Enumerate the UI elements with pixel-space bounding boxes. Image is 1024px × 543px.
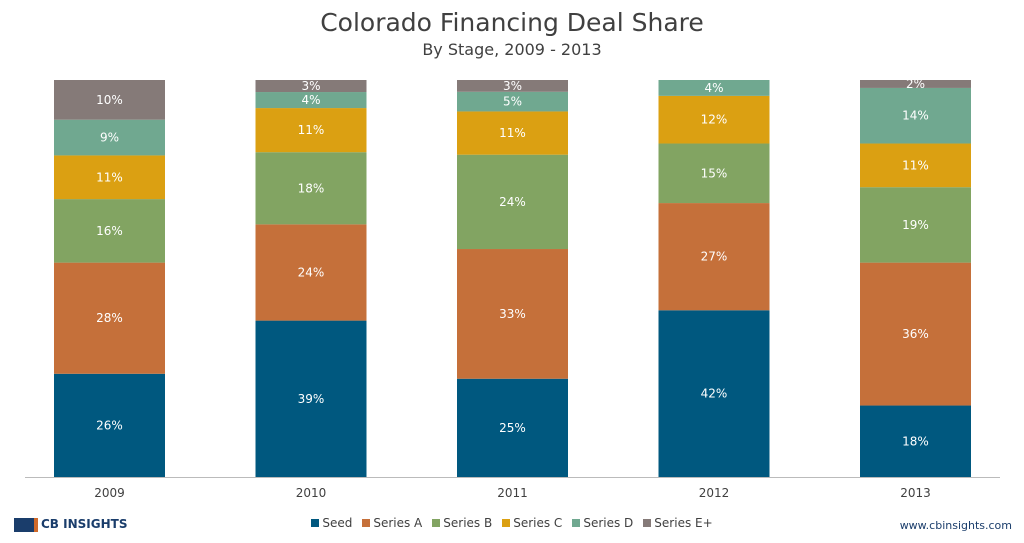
bar-segment-2010-seed: [255, 320, 367, 477]
bar-segment-2013-series-d: [860, 87, 971, 144]
bar-segment-2009-series-c: [54, 155, 165, 200]
legend-label: Series E+: [654, 516, 713, 530]
bar-segment-2013-seed: [860, 405, 971, 477]
bar-segment-2012-series-d: [658, 80, 770, 96]
data-label: 27%: [701, 250, 728, 264]
x-tick-label: 2013: [900, 486, 931, 500]
legend-item: Series D: [572, 516, 633, 530]
data-label: 9%: [100, 131, 119, 145]
legend-swatch: [572, 519, 581, 527]
legend: Seed Series A Series B Series C Series D Seri…: [0, 516, 1024, 530]
data-label: 11%: [298, 123, 325, 137]
data-label: 28%: [96, 311, 123, 325]
bar-segment-2013-series-c: [860, 143, 971, 188]
data-label: 25%: [499, 421, 526, 435]
x-tick-label: 2011: [497, 486, 528, 500]
x-tick-label: 2009: [94, 486, 125, 500]
bar-segment-2011-series-b: [457, 154, 568, 250]
data-label: 24%: [499, 195, 526, 209]
bar-segment-2011-seed: [457, 378, 568, 477]
bar-segment-2010-series-d: [255, 92, 367, 109]
data-label: 36%: [902, 327, 929, 341]
data-label: 11%: [96, 170, 123, 184]
legend-swatch: [502, 519, 511, 527]
data-label: 16%: [96, 224, 123, 238]
bar-segment-2009-series-a: [54, 262, 165, 374]
data-label: 4%: [704, 81, 723, 95]
data-label: 12%: [701, 113, 728, 127]
legend-label: Series B: [443, 516, 493, 530]
bar-segment-2012-series-c: [658, 95, 770, 144]
legend-item: Series A: [362, 516, 422, 530]
legend-label: Series C: [513, 516, 563, 530]
bar-segment-2011-series-e-: [457, 80, 568, 92]
bar-segment-2009-series-e-: [54, 80, 165, 120]
data-label: 33%: [499, 307, 526, 321]
legend-label: Seed: [322, 516, 353, 530]
data-label: 5%: [503, 95, 522, 109]
bar-segment-2010-series-e-: [255, 80, 367, 93]
bar-segment-2010-series-c: [255, 108, 367, 153]
bar-segment-2009-series-b: [54, 199, 165, 263]
bar-segment-2010-series-b: [255, 152, 367, 225]
data-label: 2%: [906, 77, 925, 91]
bar-segment-2012-series-a: [658, 203, 770, 311]
data-label: 18%: [902, 434, 929, 448]
logo-icon: [14, 517, 38, 532]
legend-item: Series E+: [643, 516, 713, 530]
bar-segment-2011-series-d: [457, 91, 568, 112]
bar-segment-2013-series-e-: [860, 80, 971, 88]
bar-segment-2013-series-a: [860, 262, 971, 406]
legend-item: Series C: [502, 516, 562, 530]
bar-segment-2010-series-a: [255, 224, 367, 321]
data-label: 3%: [301, 79, 320, 93]
data-label: 24%: [298, 265, 325, 279]
legend-label: Series D: [583, 516, 634, 530]
legend-swatch: [643, 519, 652, 527]
website-url: www.cbinsights.com: [899, 519, 1012, 532]
data-label: 42%: [701, 387, 728, 401]
data-label: 3%: [503, 79, 522, 93]
data-label: 4%: [301, 93, 320, 107]
bar-segment-2012-series-b: [658, 143, 770, 204]
data-label: 11%: [902, 158, 929, 172]
legend-swatch: [311, 519, 320, 527]
data-label: 11%: [499, 126, 526, 140]
bar-segment-2013-series-b: [860, 187, 971, 263]
bar-segment-2012-seed: [658, 310, 770, 477]
data-label: 39%: [298, 392, 325, 406]
data-label: 15%: [701, 166, 728, 180]
data-label: 26%: [96, 418, 123, 432]
legend-item: Series B: [432, 516, 492, 530]
data-label: 19%: [902, 218, 929, 232]
chart-subtitle: By Stage, 2009 - 2013: [422, 40, 602, 59]
chart-title: Colorado Financing Deal Share: [320, 8, 704, 37]
bar-segment-2009-series-d: [54, 119, 165, 156]
data-label: 18%: [298, 181, 325, 195]
data-label: 14%: [902, 109, 929, 123]
legend-swatch: [432, 519, 441, 527]
data-label: 10%: [96, 93, 123, 107]
bar-segment-2009-seed: [54, 373, 165, 477]
legend-swatch: [362, 519, 371, 527]
legend-item: Seed: [311, 516, 352, 530]
x-tick-label: 2012: [699, 486, 730, 500]
bar-segment-2011-series-c: [457, 111, 568, 155]
legend-label: Series A: [373, 516, 423, 530]
x-tick-label: 2010: [296, 486, 327, 500]
logo-text: CB INSIGHTS: [41, 517, 128, 531]
cb-insights-logo: CB INSIGHTS: [14, 517, 127, 532]
bar-segment-2011-series-a: [457, 249, 568, 379]
